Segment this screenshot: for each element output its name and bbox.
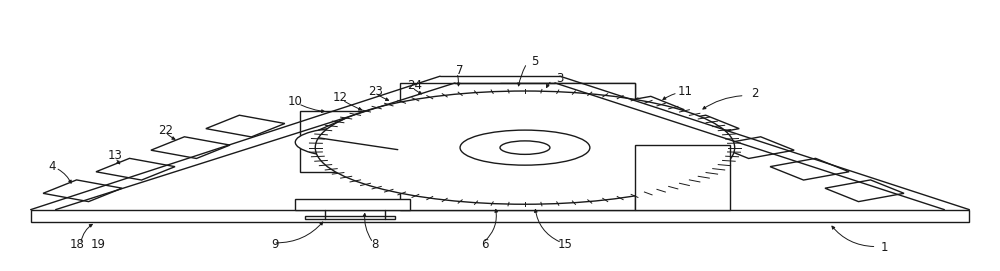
Bar xyxy=(715,137,794,159)
FancyArrowPatch shape xyxy=(378,95,389,101)
Circle shape xyxy=(315,91,735,204)
FancyArrowPatch shape xyxy=(276,222,323,243)
Bar xyxy=(500,83,635,102)
Circle shape xyxy=(295,127,405,157)
FancyArrowPatch shape xyxy=(832,226,874,247)
FancyArrowPatch shape xyxy=(363,214,372,240)
Text: 1: 1 xyxy=(881,241,888,254)
Bar xyxy=(825,180,904,202)
Bar xyxy=(206,115,285,137)
Bar xyxy=(300,111,400,172)
Bar xyxy=(660,115,739,137)
Text: 11: 11 xyxy=(677,85,692,98)
Text: 13: 13 xyxy=(108,149,123,162)
FancyArrowPatch shape xyxy=(547,82,550,88)
FancyArrowPatch shape xyxy=(81,224,92,241)
Bar xyxy=(96,158,175,180)
Bar xyxy=(635,145,730,210)
Bar xyxy=(400,83,635,210)
Bar xyxy=(295,199,410,210)
Text: 18: 18 xyxy=(70,238,85,251)
Circle shape xyxy=(460,130,590,165)
Bar xyxy=(605,96,684,118)
Bar xyxy=(43,180,122,202)
FancyArrowPatch shape xyxy=(703,96,742,109)
Bar xyxy=(151,137,230,159)
Bar xyxy=(31,210,969,222)
Text: 12: 12 xyxy=(333,91,348,104)
FancyArrowPatch shape xyxy=(117,160,120,164)
FancyArrowPatch shape xyxy=(534,209,559,242)
Text: 5: 5 xyxy=(531,55,539,68)
Text: 4: 4 xyxy=(49,160,56,173)
Text: 24: 24 xyxy=(408,79,423,92)
Text: 15: 15 xyxy=(557,238,572,251)
Bar xyxy=(770,158,849,180)
Circle shape xyxy=(328,136,372,148)
Text: 3: 3 xyxy=(556,72,564,85)
Text: 10: 10 xyxy=(288,95,303,108)
FancyArrowPatch shape xyxy=(168,134,175,139)
Text: 2: 2 xyxy=(751,87,758,100)
FancyArrowPatch shape xyxy=(345,101,362,110)
Text: 22: 22 xyxy=(158,124,173,137)
FancyArrowPatch shape xyxy=(485,209,498,241)
Text: 23: 23 xyxy=(368,85,383,98)
Text: 7: 7 xyxy=(456,64,464,77)
FancyArrowPatch shape xyxy=(663,94,675,99)
FancyArrowPatch shape xyxy=(414,89,422,94)
FancyArrowPatch shape xyxy=(58,169,71,183)
Text: 6: 6 xyxy=(481,238,489,251)
Text: 19: 19 xyxy=(91,238,106,251)
Circle shape xyxy=(500,141,550,154)
Text: 8: 8 xyxy=(371,238,379,251)
Text: 9: 9 xyxy=(272,238,279,251)
Bar xyxy=(305,216,395,219)
FancyArrowPatch shape xyxy=(457,75,460,86)
FancyArrowPatch shape xyxy=(518,66,526,86)
FancyArrowPatch shape xyxy=(301,105,324,112)
